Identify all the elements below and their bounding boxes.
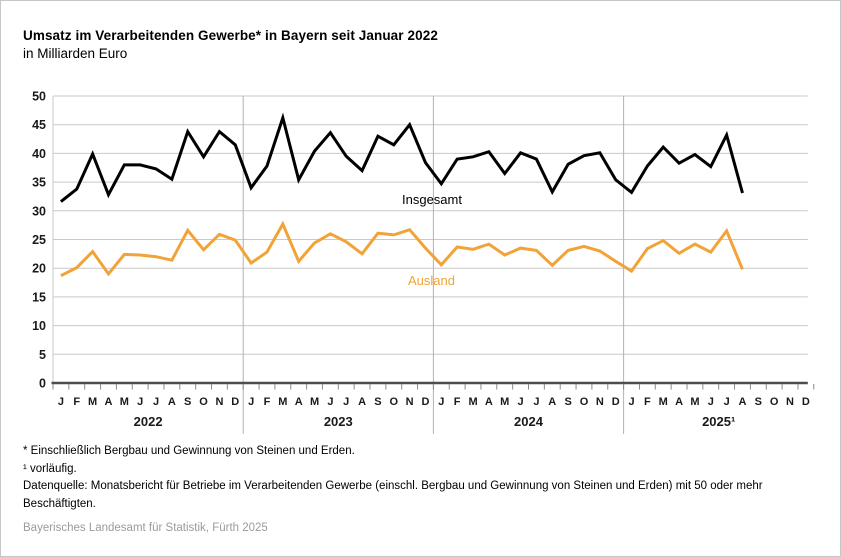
month-label: A [485, 396, 493, 408]
month-label: D [612, 396, 620, 408]
series-label-ausland: Ausland [408, 273, 455, 288]
month-label: J [518, 396, 524, 408]
month-label: A [738, 396, 746, 408]
y-axis-tick-label: 0 [39, 377, 46, 391]
month-label: O [580, 396, 589, 408]
month-label: D [231, 396, 239, 408]
month-label: O [770, 396, 779, 408]
month-label: M [690, 396, 699, 408]
month-label: A [295, 396, 303, 408]
month-label: N [786, 396, 794, 408]
month-label: J [533, 396, 539, 408]
series-line-insgesamt [59, 112, 744, 203]
month-label: J [708, 396, 714, 408]
month-label: M [659, 396, 668, 408]
year-label: 2024 [514, 414, 544, 429]
month-label: J [137, 396, 143, 408]
y-axis-tick-label: 40 [32, 147, 46, 161]
y-axis-tick-label: 10 [32, 319, 46, 333]
month-label: M [310, 396, 319, 408]
month-label: S [184, 396, 191, 408]
page-title: Umsatz im Verarbeitenden Gewerbe* in Bay… [23, 28, 438, 43]
month-label: A [675, 396, 683, 408]
month-label: F [73, 396, 80, 408]
month-label: S [755, 396, 762, 408]
month-label: D [802, 396, 810, 408]
month-label: J [327, 396, 333, 408]
month-label: M [468, 396, 477, 408]
month-label: F [264, 396, 271, 408]
month-label: M [88, 396, 97, 408]
month-label: J [724, 396, 730, 408]
footnote-preliminary: ¹ vorläufig. [23, 462, 77, 475]
month-label: A [358, 396, 366, 408]
month-label: D [421, 396, 429, 408]
year-label: 2022 [134, 414, 163, 429]
y-axis-tick-label: 50 [32, 90, 46, 104]
year-label: 2025¹ [702, 414, 735, 429]
month-label: J [628, 396, 634, 408]
footnote-datasource: Datenquelle: Monatsbericht für Betriebe … [23, 480, 763, 510]
y-axis-tick-label: 35 [32, 176, 46, 190]
month-label: M [120, 396, 129, 408]
y-axis-tick-label: 45 [32, 118, 46, 132]
series-label-insgesamt: Insgesamt [402, 192, 462, 207]
month-label: S [374, 396, 381, 408]
month-label: M [278, 396, 287, 408]
month-label: A [548, 396, 556, 408]
footnotes-block: * Einschließlich Bergbau und Gewinnung v… [23, 443, 818, 513]
month-label: F [644, 396, 651, 408]
month-label: N [215, 396, 223, 408]
y-axis-tick-label: 25 [32, 233, 46, 247]
month-label: J [58, 396, 64, 408]
month-label: J [343, 396, 349, 408]
month-label: J [438, 396, 444, 408]
source-attribution: Bayerisches Landesamt für Statistik, Für… [23, 522, 268, 534]
month-label: F [454, 396, 461, 408]
month-label: J [248, 396, 254, 408]
month-label: S [564, 396, 571, 408]
month-label: A [168, 396, 176, 408]
chart-subtitle: in Milliarden Euro [23, 46, 128, 61]
y-axis-tick-label: 30 [32, 204, 46, 218]
y-axis-tick-label: 20 [32, 262, 46, 276]
month-label: O [389, 396, 398, 408]
month-label: A [104, 396, 112, 408]
month-label: N [406, 396, 414, 408]
month-label: O [199, 396, 208, 408]
series-line-ausland [60, 220, 744, 278]
month-label: J [153, 396, 159, 408]
month-label: M [500, 396, 509, 408]
year-label: 2023 [324, 414, 353, 429]
y-axis-tick-label: 5 [39, 348, 46, 362]
footnote-asterisk: * Einschließlich Bergbau und Gewinnung v… [23, 445, 355, 457]
month-label: N [596, 396, 604, 408]
y-axis-tick-label: 15 [32, 290, 46, 304]
